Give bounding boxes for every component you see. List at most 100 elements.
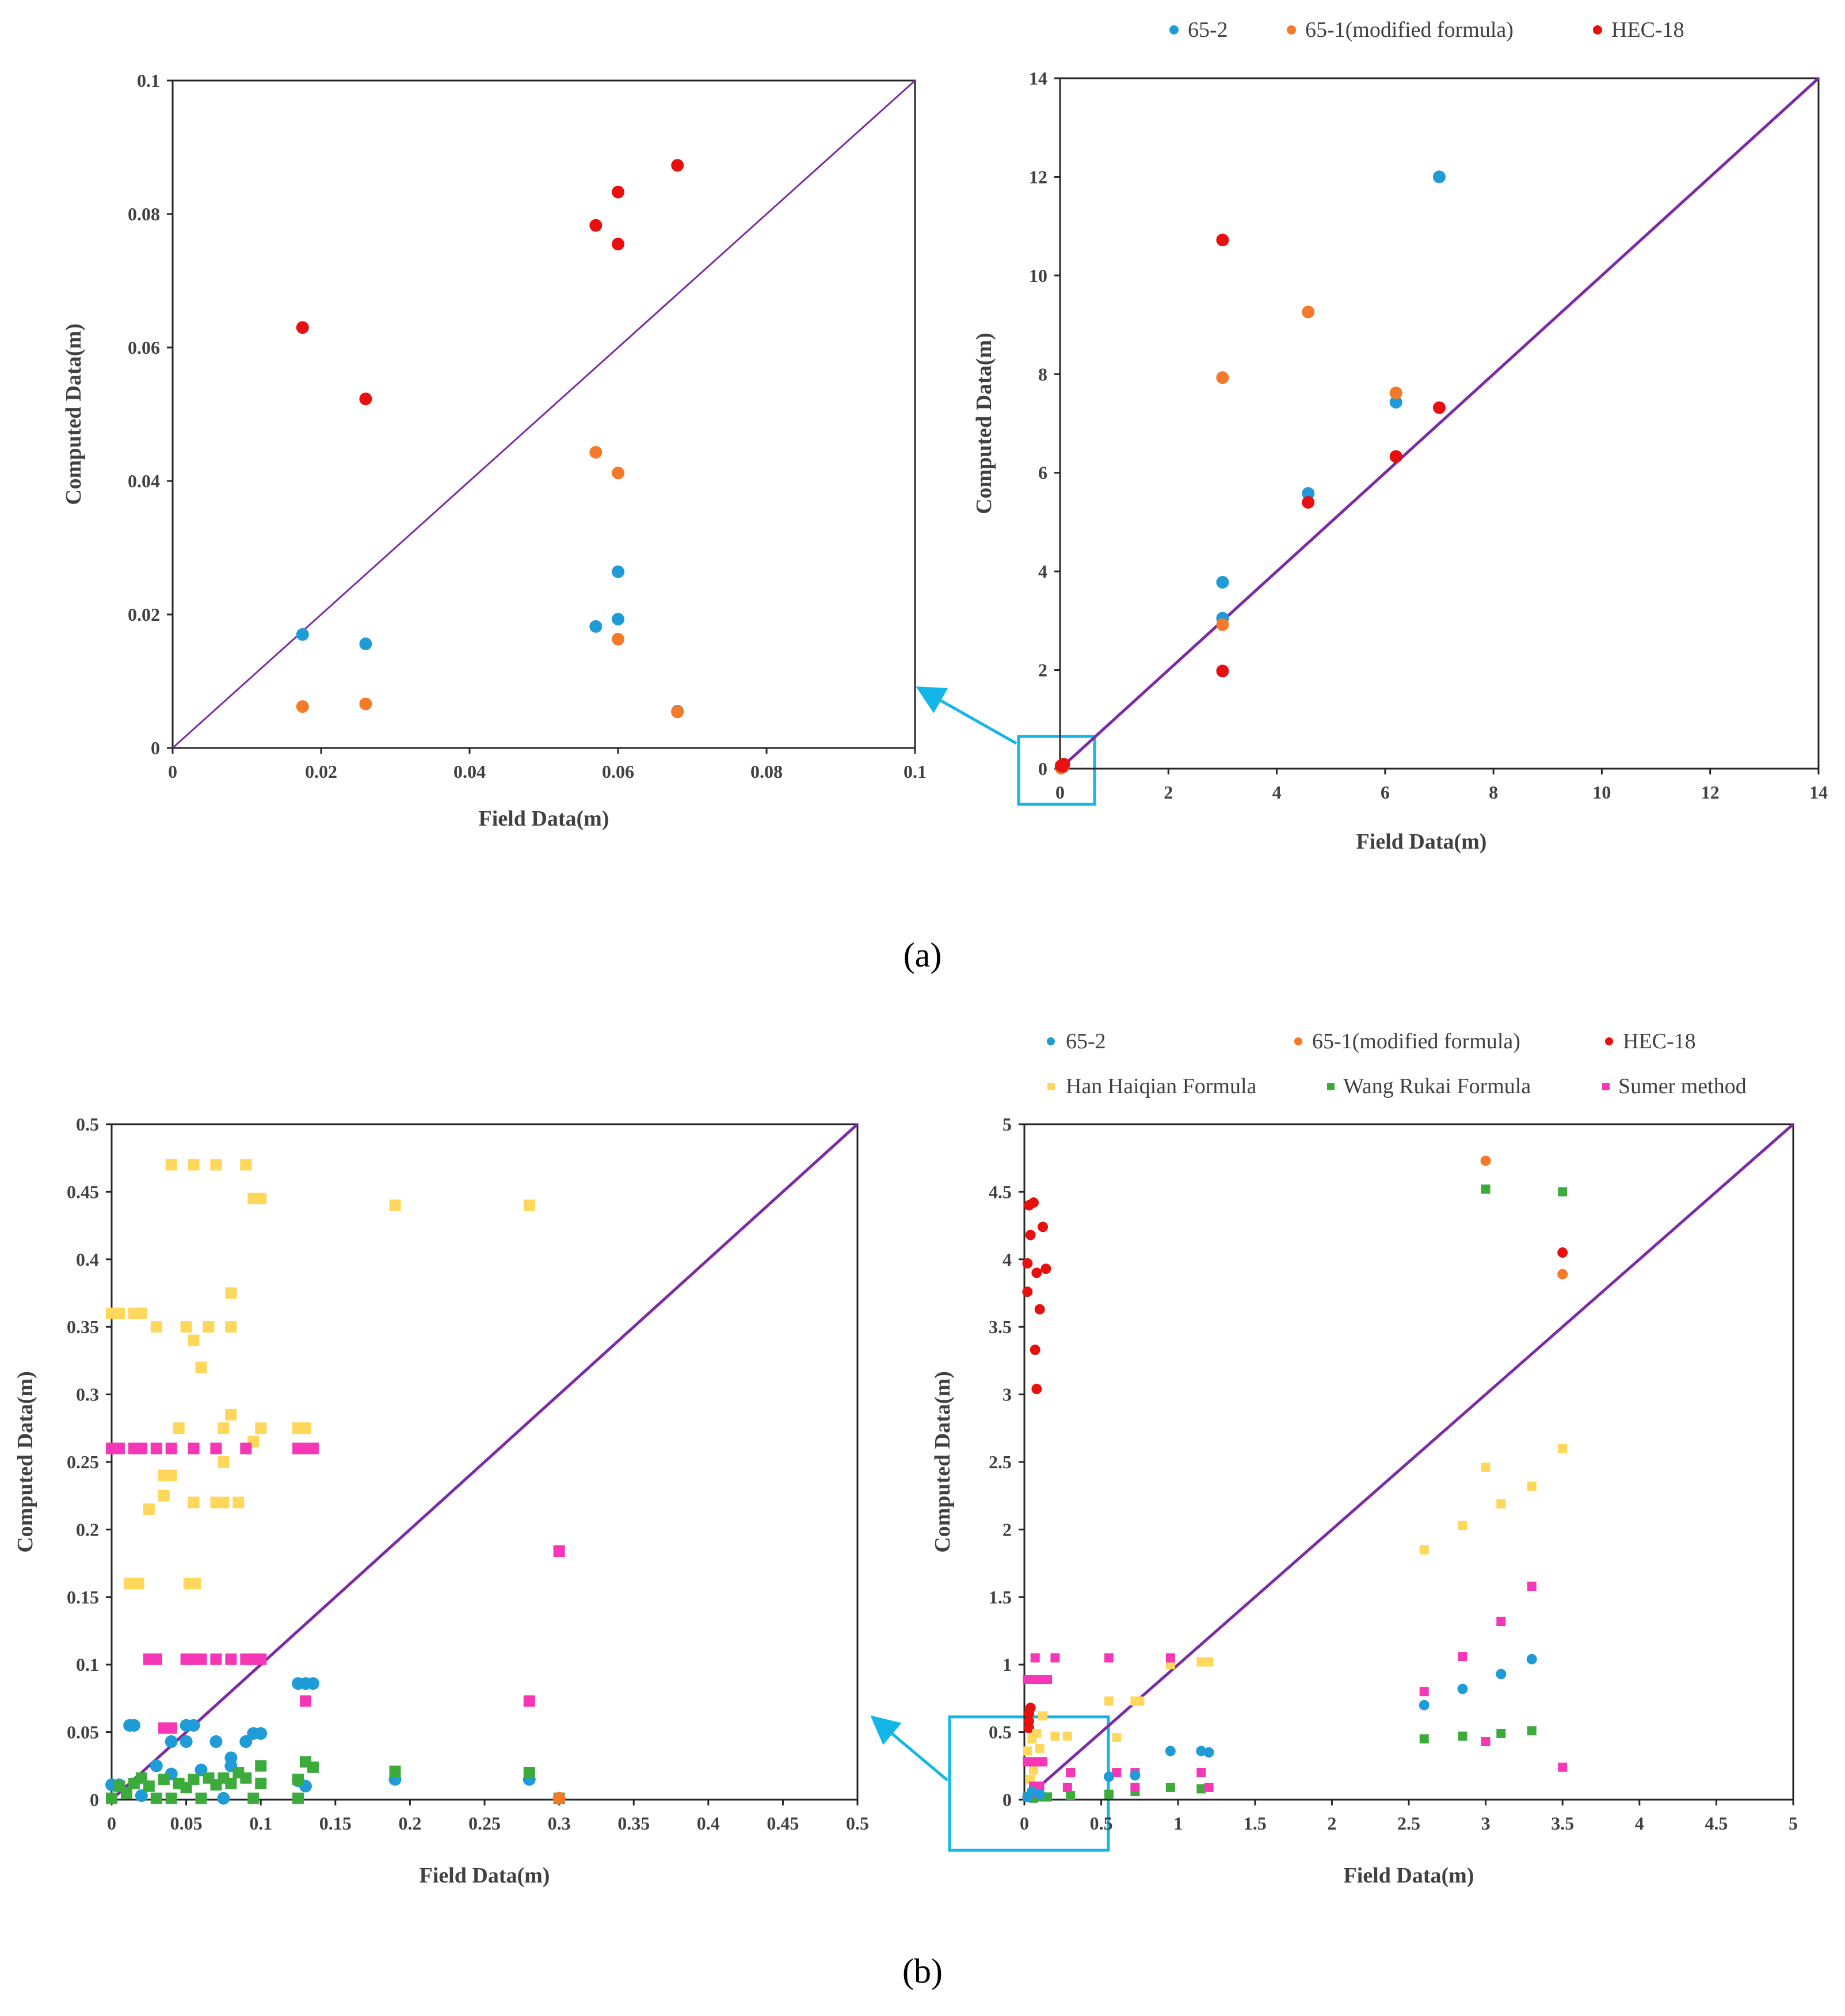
y-tick-label: 3.5 [989,1316,1012,1337]
legend-a-label-hec18: HEC-18 [1611,18,1684,42]
data-point [589,446,603,459]
data-point [1130,1770,1141,1781]
data-point [239,1735,253,1748]
y-tick-label: 0.5 [76,1114,99,1135]
data-point [389,1765,401,1777]
legend-b-marker-hec18 [1605,1037,1613,1045]
data-point [1204,1657,1214,1667]
data-point [1022,1258,1033,1269]
y-tick-label: 0.06 [128,337,160,358]
series-s65_2 [1022,1654,1537,1803]
data-point [589,219,603,232]
data-point [1032,1728,1042,1738]
data-point [1023,1746,1032,1756]
data-point [218,1422,230,1434]
data-point [1043,1792,1053,1802]
series-s65_1 [552,1792,566,1805]
data-point [523,1199,535,1211]
data-point [195,1792,207,1804]
data-point [612,632,624,646]
data-point [255,1777,267,1789]
data-point [150,1442,162,1454]
panel-label-b: (b) [902,1952,943,1990]
data-point [299,1695,311,1707]
data-point [1527,1482,1537,1491]
legend-b: 65-2 65-1(modified formula) HEC-18 Han H… [1047,1029,1747,1098]
data-point [1165,1653,1175,1663]
reference-line-y-equals-x [171,79,916,749]
data-point [247,1792,260,1804]
data-point [1203,1747,1214,1758]
y-tick-label: 4.5 [989,1181,1012,1202]
data-point [1034,1789,1045,1800]
x-axis-label: Field Data(m) [479,807,609,831]
x-tick-label: 0.35 [617,1813,650,1834]
data-point [1135,1696,1145,1706]
data-point [1035,1781,1045,1791]
data-point [1302,487,1315,500]
data-point [188,1334,200,1346]
y-tick-label: 0.4 [76,1249,99,1270]
data-point [1216,371,1229,384]
reference-line-y-equals-x [110,1123,859,1801]
x-tick-label: 0.05 [170,1813,203,1834]
legend-a-marker-hec18 [1593,25,1602,35]
data-point [1196,1784,1206,1794]
data-point [359,637,372,651]
zoom-arrow-a [916,686,1017,745]
x-tick-label: 4 [1635,1813,1644,1834]
data-point [225,1287,237,1299]
series-s65_2 [296,565,684,718]
data-point [1433,170,1446,184]
legend-b-label-65-2: 65-2 [1066,1029,1106,1053]
data-point [1216,618,1229,631]
data-point [1458,1731,1467,1741]
data-point [389,1199,401,1211]
data-point [612,238,624,251]
reference-line-y-equals-x [1023,1123,1794,1801]
x-tick-label: 0 [168,761,177,782]
data-point [1419,1687,1429,1697]
data-point [1389,396,1402,409]
legend-b-marker-han [1047,1083,1055,1090]
data-point [1025,1230,1036,1240]
data-point [1216,234,1229,247]
y-axis-label: Computed Data(m) [62,323,86,505]
y-tick-label: 3 [1002,1384,1012,1405]
legend-a-label-65-1: 65-1(modified formula) [1305,18,1514,42]
data-point [254,1727,268,1740]
data-point [113,1307,125,1319]
data-point [188,1496,200,1509]
legend-b-marker-65-1 [1294,1037,1302,1045]
data-point [225,1321,237,1333]
x-tick-label: 5 [1789,1813,1798,1834]
series-s65_2 [105,1677,536,1805]
data-point [240,1442,252,1454]
legend-a: 65-2 65-1(modified formula) HEC-18 [1169,18,1684,42]
data-point [1557,1247,1568,1258]
series-wang [106,1756,565,1804]
legend-b-label-wang: Wang Rukai Formula [1343,1074,1531,1098]
data-point [1496,1617,1506,1626]
legend-a-label-65-2: 65-2 [1188,18,1228,42]
x-tick-label: 0.02 [305,761,337,782]
data-point [1457,1683,1468,1694]
data-point [1030,1345,1040,1356]
y-tick-label: 0.5 [989,1722,1012,1743]
data-point [523,1695,535,1707]
panel-label-a: (a) [904,936,942,974]
y-tick-label: 1.5 [989,1587,1012,1608]
data-point [1104,1653,1114,1663]
series-sumer [1023,1582,1568,1798]
data-point [359,697,372,711]
data-point [1027,1757,1037,1767]
x-tick-label: 1 [1173,1813,1183,1834]
y-tick-label: 1 [1002,1654,1012,1675]
data-point [1030,1653,1040,1663]
series-sumer [106,1442,565,1734]
x-tick-label: 2.5 [1397,1813,1420,1834]
data-point [1165,1746,1176,1757]
data-point [296,628,309,641]
y-tick-label: 0.45 [67,1181,99,1202]
data-point [292,1792,304,1804]
